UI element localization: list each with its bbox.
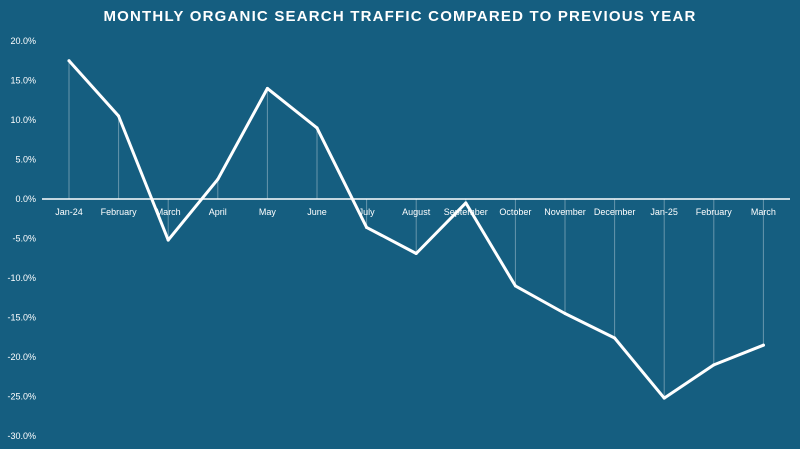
data-point (265, 86, 269, 90)
x-tick-label: October (499, 207, 531, 217)
x-tick-label: May (259, 207, 277, 217)
data-point (166, 238, 170, 242)
data-point (414, 252, 418, 256)
data-point (613, 336, 617, 340)
x-tick-label: June (307, 207, 327, 217)
x-tick-label: November (544, 207, 586, 217)
x-tick-label: December (594, 207, 636, 217)
x-tick-label: September (444, 207, 488, 217)
x-tick-label: April (209, 207, 227, 217)
x-tick-label: August (402, 207, 431, 217)
data-point (712, 363, 716, 367)
y-tick-label: 5.0% (15, 155, 36, 165)
data-point (513, 284, 517, 288)
y-tick-label: 15.0% (10, 76, 36, 86)
data-point (216, 177, 220, 181)
y-tick-label: -5.0% (12, 234, 36, 244)
y-tick-label: -15.0% (7, 313, 36, 323)
x-tick-label: March (751, 207, 776, 217)
chart-title: MONTHLY ORGANIC SEARCH TRAFFIC COMPARED … (103, 8, 697, 25)
y-tick-label: -20.0% (7, 352, 36, 362)
x-tick-label: February (696, 207, 733, 217)
data-point (761, 343, 765, 347)
data-point (464, 201, 468, 205)
x-tick-label: July (359, 207, 376, 217)
x-tick-label: Jan-24 (55, 207, 83, 217)
y-tick-label: 10.0% (10, 115, 36, 125)
y-tick-label: -25.0% (7, 392, 36, 402)
data-point (315, 126, 319, 130)
data-point (117, 114, 121, 118)
data-point (67, 59, 71, 63)
data-point (365, 225, 369, 229)
data-point (662, 396, 666, 400)
x-tick-label: March (156, 207, 181, 217)
y-tick-label: 20.0% (10, 36, 36, 46)
x-tick-label: February (101, 207, 138, 217)
x-tick-label: Jan-25 (650, 207, 678, 217)
y-tick-label: -10.0% (7, 273, 36, 283)
y-tick-label: -30.0% (7, 431, 36, 441)
data-point (563, 312, 567, 316)
y-tick-label: 0.0% (15, 194, 36, 204)
